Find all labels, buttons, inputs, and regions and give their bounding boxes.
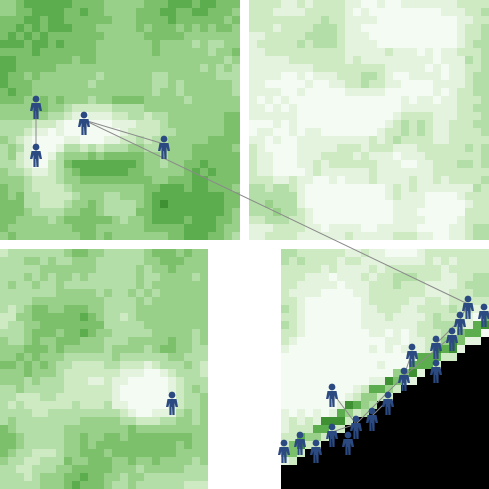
person-icon[interactable] [326,383,338,407]
person-icon[interactable] [478,303,489,327]
person-icon[interactable] [350,415,362,439]
person-icon[interactable] [294,431,306,455]
agents-layer [30,95,489,463]
person-icon[interactable] [406,343,418,367]
person-icon[interactable] [30,95,42,119]
agent-link [355,375,405,425]
person-icon[interactable] [342,431,354,455]
agent-link [403,335,453,377]
person-icon[interactable] [278,439,290,463]
agent-links [35,104,469,433]
panel-bottom-left [0,249,208,489]
agent-link [83,119,469,305]
person-icon[interactable] [462,295,474,319]
person-icon[interactable] [446,327,458,351]
person-icon[interactable] [78,111,90,135]
person-icon[interactable] [166,391,178,415]
person-icon[interactable] [30,143,42,167]
panel-top-right [249,0,489,240]
panel-top-left [0,0,240,240]
person-icon[interactable] [326,423,338,447]
person-icon[interactable] [398,367,410,391]
person-icon[interactable] [310,439,322,463]
person-icon[interactable] [366,407,378,431]
person-icon[interactable] [430,335,442,359]
person-icon[interactable] [158,135,170,159]
person-icon[interactable] [430,359,442,383]
person-icon[interactable] [382,391,394,415]
agent-link [83,119,165,145]
person-icon[interactable] [454,311,466,335]
